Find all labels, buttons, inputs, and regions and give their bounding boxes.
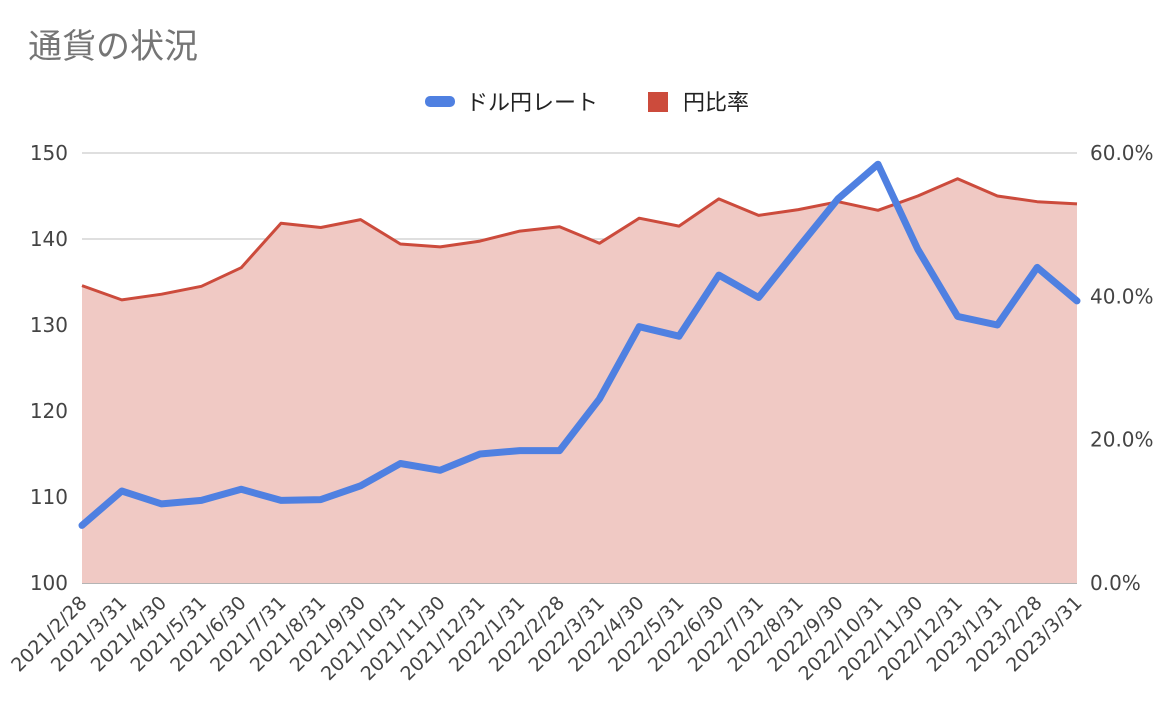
usd-jpy-rate-line [78,160,1081,529]
left-tick-label: 130 [30,313,68,337]
chart-title: 通貨の状況 [28,27,198,67]
legend: ドル円レート 円比率 [425,91,749,116]
legend-label-usd-jpy: ドル円レート [466,91,598,116]
legend-label-yen-ratio: 円比率 [683,91,749,116]
x-axis: 2021/2/282021/3/312021/4/302021/5/312021… [7,592,1086,685]
area-series-layer [81,177,1078,584]
right-tick-label: 0.0% [1090,571,1141,595]
left-tick-label: 140 [30,227,68,251]
yen-ratio-area [82,178,1077,584]
legend-swatch-usd-jpy [425,96,455,107]
right-tick-label: 60.0% [1090,141,1154,165]
yen-ratio-line [81,177,1078,302]
left-tick-label: 150 [30,141,68,165]
left-tick-label: 120 [30,399,68,423]
right-tick-label: 40.0% [1090,284,1154,308]
legend-swatch-yen-ratio [648,92,668,112]
left-axis: 100 110 120 130 140 150 [30,141,68,595]
line-series-layer [78,160,1081,529]
right-axis: 0.0% 20.0% 40.0% 60.0% [1090,141,1154,595]
right-tick-label: 20.0% [1090,428,1154,452]
left-tick-label: 100 [30,571,68,595]
left-tick-label: 110 [30,485,68,509]
